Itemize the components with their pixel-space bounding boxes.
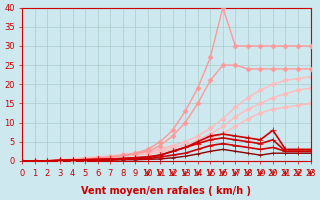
X-axis label: Vent moyen/en rafales ( km/h ): Vent moyen/en rafales ( km/h ) <box>82 186 252 196</box>
